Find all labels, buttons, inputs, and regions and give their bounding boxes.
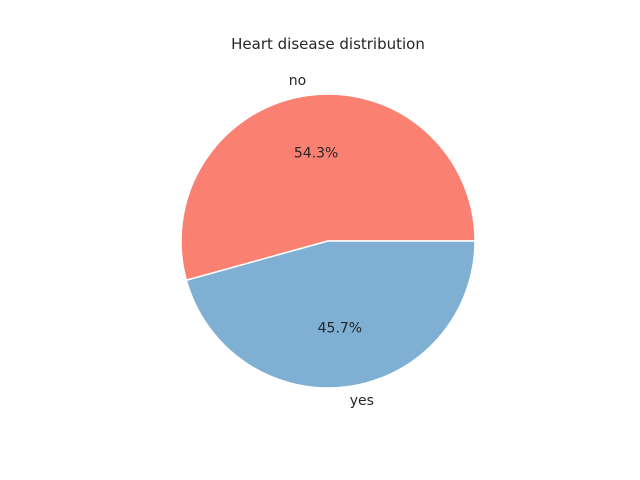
pie-slice-yes xyxy=(185,240,476,389)
slice-label-no: no xyxy=(289,73,306,89)
pie-slice-no xyxy=(180,93,476,281)
pie-slices xyxy=(180,93,476,389)
pie-labels: no 54.3% yes 45.7% xyxy=(289,73,374,409)
slice-percent-yes: 45.7% xyxy=(318,320,362,336)
chart-title: Heart disease distribution xyxy=(231,35,425,53)
slice-label-yes: yes xyxy=(350,393,374,409)
slice-percent-no: 54.3% xyxy=(294,146,338,162)
